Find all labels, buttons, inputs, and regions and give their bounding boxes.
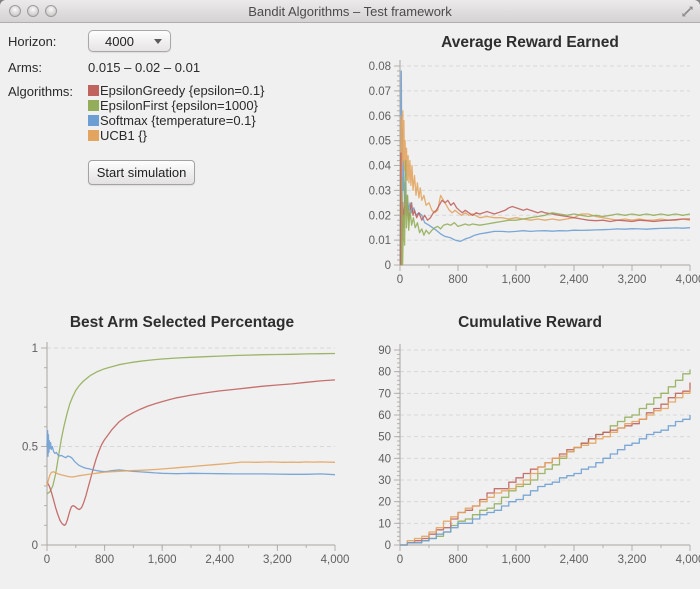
arms-value: 0.015 – 0.02 – 0.01 — [88, 60, 201, 75]
legend-color-swatch — [88, 100, 99, 111]
svg-text:800: 800 — [448, 274, 467, 286]
window-content: Horizon: 4000 Arms: 0.015 – 0.02 – 0.01 … — [0, 23, 700, 589]
svg-text:0.05: 0.05 — [369, 136, 391, 148]
chart-average-reward: Average Reward Earned 0 0.01 0.02 0.03 0.04 0… — [360, 26, 700, 296]
algorithm-legend-item: EpsilonFirst {epsilon=1000} — [88, 98, 258, 113]
fullscreen-icon[interactable] — [680, 4, 695, 19]
svg-text:0.02: 0.02 — [369, 210, 391, 222]
svg-text:0: 0 — [385, 540, 391, 552]
svg-text:0.03: 0.03 — [369, 185, 391, 197]
chart-best-arm: Best Arm Selected Percentage 0 0.5 1 0 800 1,… — [8, 306, 356, 576]
title-bar[interactable]: Bandit Algorithms – Test framework — [0, 0, 700, 23]
svg-text:0: 0 — [397, 274, 403, 286]
svg-text:0.07: 0.07 — [369, 86, 391, 98]
svg-text:1,600: 1,600 — [502, 274, 531, 286]
legend-color-swatch — [88, 115, 99, 126]
minimize-button[interactable] — [27, 5, 39, 17]
svg-text:1,600: 1,600 — [502, 554, 531, 566]
svg-text:1: 1 — [32, 343, 38, 355]
svg-text:1,600: 1,600 — [148, 554, 177, 566]
svg-text:70: 70 — [378, 388, 391, 400]
chevron-down-icon — [154, 39, 162, 44]
svg-text:0.06: 0.06 — [369, 111, 391, 123]
arms-label: Arms: — [8, 60, 42, 75]
chart-cumulative-reward-plot: 0 10 20 30 40 50 60 70 80 90 0 800 1,600 2,400 3,200 4,… — [360, 334, 700, 572]
svg-text:0: 0 — [385, 260, 391, 272]
svg-text:2,400: 2,400 — [205, 554, 234, 566]
algorithm-label: Softmax {temperature=0.1} — [100, 113, 256, 128]
legend-color-swatch — [88, 130, 99, 141]
svg-text:80: 80 — [378, 367, 391, 379]
svg-text:90: 90 — [378, 345, 391, 357]
svg-text:0.01: 0.01 — [369, 235, 391, 247]
algorithm-label: EpsilonGreedy {epsilon=0.1} — [100, 83, 265, 98]
svg-text:800: 800 — [95, 554, 114, 566]
chart-cumulative-reward: Cumulative Reward 0 10 20 30 40 50 60 70 80 90 0 80… — [360, 306, 700, 576]
chart-title: Average Reward Earned — [441, 34, 619, 51]
algorithm-legend-item: EpsilonGreedy {epsilon=0.1} — [88, 83, 264, 98]
algorithm-label: UCB1 {} — [100, 128, 147, 143]
window-title: Bandit Algorithms – Test framework — [248, 4, 452, 19]
svg-text:0.5: 0.5 — [22, 442, 38, 454]
algorithm-legend-item: UCB1 {} — [88, 128, 147, 143]
svg-text:30: 30 — [378, 475, 391, 487]
svg-text:2,400: 2,400 — [560, 274, 589, 286]
algorithm-label: EpsilonFirst {epsilon=1000} — [100, 98, 258, 113]
legend-color-swatch — [88, 85, 99, 96]
svg-text:50: 50 — [378, 432, 391, 444]
algorithms-label: Algorithms: — [8, 84, 74, 99]
svg-text:10: 10 — [378, 518, 391, 530]
svg-text:3,200: 3,200 — [263, 554, 292, 566]
svg-text:3,200: 3,200 — [618, 274, 647, 286]
svg-text:4,000: 4,000 — [676, 554, 700, 566]
horizon-value: 4000 — [105, 34, 134, 49]
svg-text:0.04: 0.04 — [369, 161, 392, 173]
svg-text:60: 60 — [378, 410, 391, 422]
svg-text:20: 20 — [378, 497, 391, 509]
horizon-select[interactable]: 4000 — [88, 30, 171, 52]
svg-text:3,200: 3,200 — [618, 554, 647, 566]
close-button[interactable] — [9, 5, 21, 17]
chart-title: Best Arm Selected Percentage — [69, 314, 295, 331]
horizon-label: Horizon: — [8, 34, 57, 49]
svg-text:0: 0 — [397, 554, 403, 566]
algorithm-legend-item: Softmax {temperature=0.1} — [88, 113, 256, 128]
svg-text:0: 0 — [44, 554, 50, 566]
chart-average-reward-plot: 0 0.01 0.02 0.03 0.04 0.05 0.06 0.07 0.08 0 800 1,6… — [360, 54, 700, 292]
svg-text:4,000: 4,000 — [676, 274, 700, 286]
svg-text:40: 40 — [378, 453, 391, 465]
chart-best-arm-plot: 0 0.5 1 0 800 1,600 2,400 3,200 4,000 — [8, 334, 356, 572]
svg-text:2,400: 2,400 — [560, 554, 589, 566]
chart-title: Cumulative Reward — [458, 314, 602, 331]
svg-text:4,000: 4,000 — [321, 554, 350, 566]
zoom-button[interactable] — [45, 5, 57, 17]
svg-text:0.08: 0.08 — [369, 61, 391, 73]
svg-text:0: 0 — [32, 540, 38, 552]
start-simulation-button[interactable]: Start simulation — [88, 160, 195, 185]
svg-text:800: 800 — [448, 554, 467, 566]
